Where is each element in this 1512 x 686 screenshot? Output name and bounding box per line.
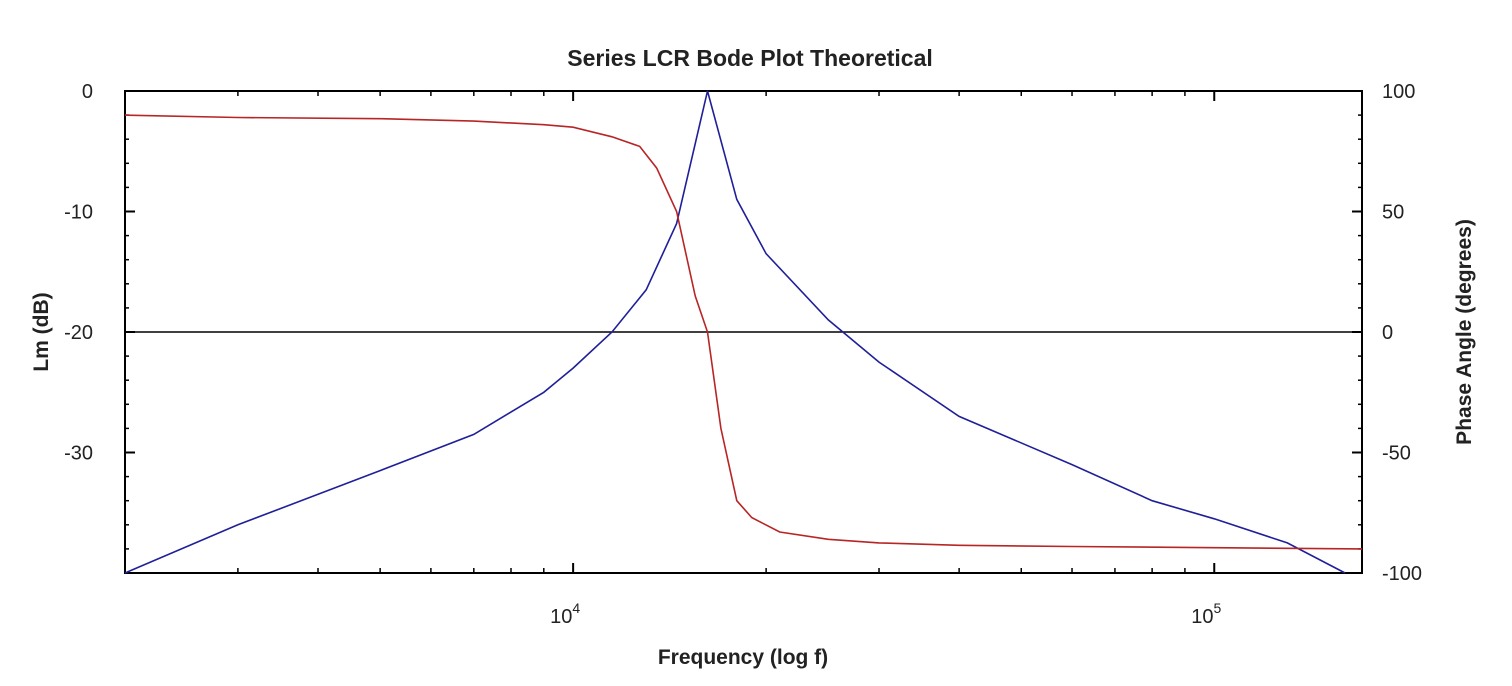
magnitude-line xyxy=(124,90,1346,574)
series-group xyxy=(124,90,1363,574)
chart-title: Series LCR Bode Plot Theoretical xyxy=(567,45,933,71)
y-right-tick-label: -50 xyxy=(1382,443,1411,465)
x-axis-ticks: 104 105 xyxy=(550,91,1221,628)
y-left-tick-label: -20 xyxy=(64,322,93,344)
y-right-tick-label: -100 xyxy=(1382,563,1422,585)
x-tick-label: 105 xyxy=(1191,600,1221,628)
phase-line xyxy=(124,114,1363,550)
y-left-tick-label: -10 xyxy=(64,202,93,224)
right-axis-label: Phase Angle (degrees) xyxy=(1453,219,1476,445)
y-right-tick-label: 0 xyxy=(1382,322,1393,344)
left-axis-ticks: 0 -10 -20 -30 xyxy=(64,81,135,465)
y-left-tick-label: -30 xyxy=(64,443,93,465)
y-right-tick-label: 100 xyxy=(1382,81,1415,103)
y-left-tick-label: 0 xyxy=(82,81,93,103)
y-right-tick-label: 50 xyxy=(1382,202,1404,224)
minor-ticks xyxy=(125,90,1362,574)
right-axis-ticks: 100 50 0 -50 -100 xyxy=(1352,81,1422,585)
x-tick-label: 104 xyxy=(550,600,580,628)
left-axis-label: Lm (dB) xyxy=(30,292,53,371)
x-axis-label: Frequency (log f) xyxy=(658,646,828,669)
